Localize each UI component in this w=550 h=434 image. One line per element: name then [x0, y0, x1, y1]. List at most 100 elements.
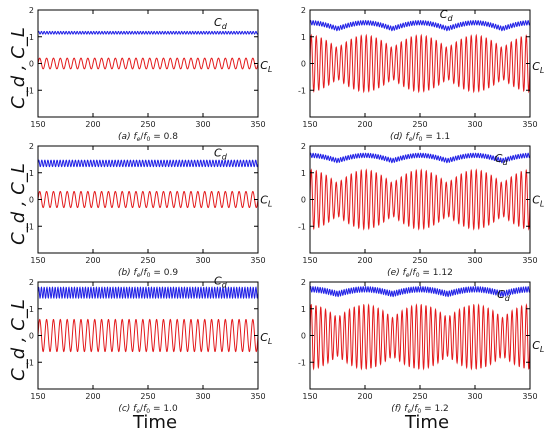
series-line-cd [38, 286, 258, 300]
y-tick-label: 1 [29, 305, 34, 314]
y-tick-label: 2 [301, 278, 306, 287]
x-tick-label: 250 [140, 392, 155, 401]
y-tick-label: 2 [301, 6, 306, 15]
y-tick-label: 1 [301, 169, 306, 178]
series-line-cl [38, 190, 258, 209]
series-line-cd [310, 152, 530, 164]
series-annotation-cd: Cd [214, 147, 228, 162]
x-tick-label: 250 [140, 256, 155, 265]
x-axis-label-left: Time [132, 412, 177, 433]
x-tick-label: 200 [357, 392, 372, 401]
series-annotation-cd: Cd [214, 16, 228, 31]
y-tick-label: 1 [29, 169, 34, 178]
x-axis-label-right: Time [404, 412, 449, 433]
panel-caption: (a) fe/f0 = 0.8 [118, 132, 178, 143]
x-tick-label: 300 [467, 256, 482, 265]
x-tick-label: 300 [195, 120, 210, 129]
x-tick-label: 300 [467, 120, 482, 129]
x-tick-label: 250 [412, 392, 427, 401]
x-tick-label: 250 [140, 120, 155, 129]
x-tick-label: 350 [250, 120, 265, 129]
panel-caption: (e) fe/f0 = 1.12 [387, 268, 453, 279]
series-line-cl [310, 168, 530, 231]
y-tick-label: -1 [298, 222, 306, 231]
chart-panel-e: 150 200 250 300 350 -1 0 1 2 Cd CL (e) fe/f0 = 1.12 [298, 142, 544, 279]
y-tick-label: 0 [301, 60, 306, 69]
y-tick-label: 0 [29, 196, 34, 205]
y-tick-label: 0 [301, 196, 306, 205]
series-annotation-cl: CL [260, 194, 272, 209]
y-tick-label: 2 [29, 278, 34, 287]
x-tick-label: 250 [412, 256, 427, 265]
y-tick-label: 1 [29, 33, 34, 42]
y-tick-label: 2 [29, 142, 34, 151]
y-tick-label: 0 [29, 60, 34, 69]
y-axis-label-bottom: C_d , C_L [8, 299, 29, 381]
chart-panel-f: 150 200 250 300 350 -1 0 1 2 Cd CL (f) fe/f0 = 1.2 [298, 278, 544, 415]
series-line-cl [38, 57, 258, 70]
chart-panel-d: 150 200 250 300 350 -1 0 1 2 Cd CL (d) fe/f0 = 1.1 [298, 6, 544, 143]
series-annotation-cl: CL [532, 60, 544, 75]
series-annotation-cl: CL [260, 59, 272, 74]
y-tick-label: -1 [26, 358, 34, 367]
y-tick-label: -1 [298, 358, 306, 367]
y-axis-label-middle: C_d , C_L [8, 163, 29, 245]
y-tick-label: 1 [301, 33, 306, 42]
series-line-cd [38, 30, 258, 35]
panel-caption: (b) fe/f0 = 0.9 [118, 268, 178, 279]
x-tick-label: 200 [357, 256, 372, 265]
x-tick-label: 150 [302, 120, 317, 129]
x-tick-label: 150 [30, 256, 45, 265]
x-tick-label: 350 [250, 392, 265, 401]
series-annotation-cd: Cd [497, 288, 511, 303]
x-tick-label: 200 [85, 120, 100, 129]
x-tick-label: 150 [30, 120, 45, 129]
panel-caption: (c) fe/f0 = 1.0 [118, 404, 178, 415]
y-axis-label-top: C_d , C_L [8, 27, 29, 109]
x-tick-label: 150 [30, 392, 45, 401]
panel-caption: (f) fe/f0 = 1.2 [391, 404, 449, 415]
y-axis-label-text: C_d , C_L [8, 163, 29, 245]
series-line-cl [310, 33, 530, 94]
series-annotation-cd: Cd [214, 275, 228, 290]
series-line-cd [310, 285, 530, 298]
chart-panel-a: 150 200 250 300 350 -1 0 1 2 Cd CL (a) fe/f0 = 0.8 [26, 6, 272, 143]
x-tick-label: 250 [412, 120, 427, 129]
y-tick-label: 2 [29, 6, 34, 15]
series-annotation-cl: CL [260, 331, 272, 346]
series-line-cd [310, 19, 530, 32]
x-tick-label: 350 [250, 256, 265, 265]
x-tick-label: 350 [522, 120, 537, 129]
y-tick-label: 0 [301, 332, 306, 341]
x-tick-label: 300 [467, 392, 482, 401]
series-annotation-cd: Cd [440, 8, 454, 23]
chart-panel-b: 150 200 250 300 350 -1 0 1 2 Cd CL (b) fe/f0 = 0.9 [26, 142, 272, 279]
x-tick-label: 300 [195, 392, 210, 401]
series-annotation-cl: CL [532, 339, 544, 354]
x-tick-label: 150 [302, 256, 317, 265]
x-tick-label: 200 [357, 120, 372, 129]
y-tick-label: 1 [301, 305, 306, 314]
series-line-cl [310, 303, 530, 371]
chart-panel-c: 150 200 250 300 350 -1 0 1 2 Cd CL (c) fe/f0 = 1.0 [26, 275, 272, 415]
series-line-cd [38, 159, 258, 168]
y-tick-label: 0 [29, 332, 34, 341]
y-tick-label: -1 [298, 86, 306, 95]
y-tick-label: -1 [26, 222, 34, 231]
x-tick-label: 300 [195, 256, 210, 265]
panel-caption: (d) fe/f0 = 1.1 [390, 132, 450, 143]
x-tick-label: 350 [522, 256, 537, 265]
x-tick-label: 150 [302, 392, 317, 401]
y-tick-label: -1 [26, 86, 34, 95]
x-tick-label: 350 [522, 392, 537, 401]
series-annotation-cl: CL [532, 194, 544, 209]
y-axis-label-text: C_d , C_L [8, 27, 29, 109]
x-tick-label: 200 [85, 392, 100, 401]
y-axis-label-text: C_d , C_L [8, 299, 29, 381]
series-line-cl [38, 318, 258, 353]
y-tick-label: 2 [301, 142, 306, 151]
x-tick-label: 200 [85, 256, 100, 265]
series-annotation-cd: Cd [495, 152, 509, 167]
